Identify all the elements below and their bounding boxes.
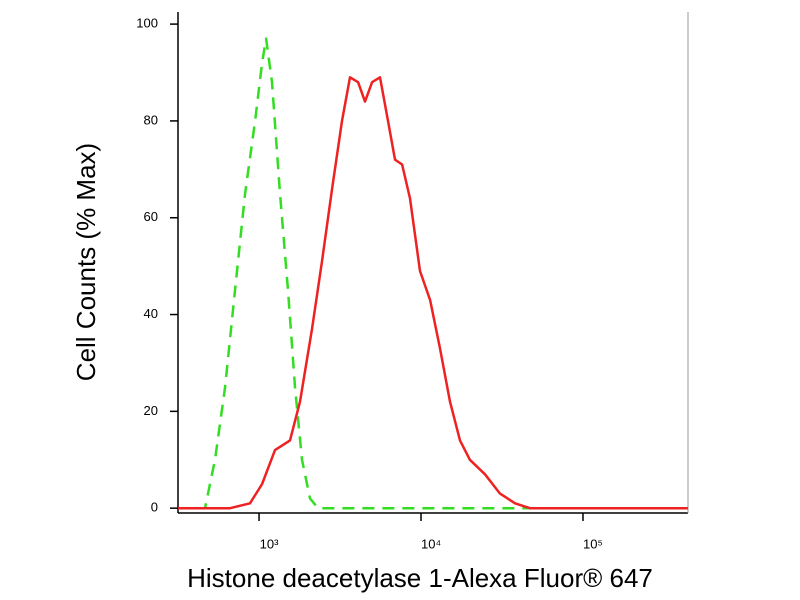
x-tick-label: 10³	[260, 536, 279, 551]
y-tick-label: 0	[151, 500, 158, 515]
y-tick-label: 40	[144, 306, 158, 321]
y-tick-label: 20	[144, 403, 158, 418]
series-line	[178, 76, 688, 510]
y-axis-title: Cell Counts (% Max)	[71, 143, 101, 381]
y-tick-label: 80	[144, 112, 158, 127]
x-tick-label: 10⁵	[583, 536, 603, 551]
x-axis-title: Histone deacetylase 1-Alexa Fluor® 647	[187, 563, 653, 593]
series-line	[178, 37, 688, 510]
y-tick-label: 60	[144, 209, 158, 224]
y-tick-label: 100	[136, 16, 158, 31]
x-tick-label: 10⁴	[421, 536, 441, 551]
